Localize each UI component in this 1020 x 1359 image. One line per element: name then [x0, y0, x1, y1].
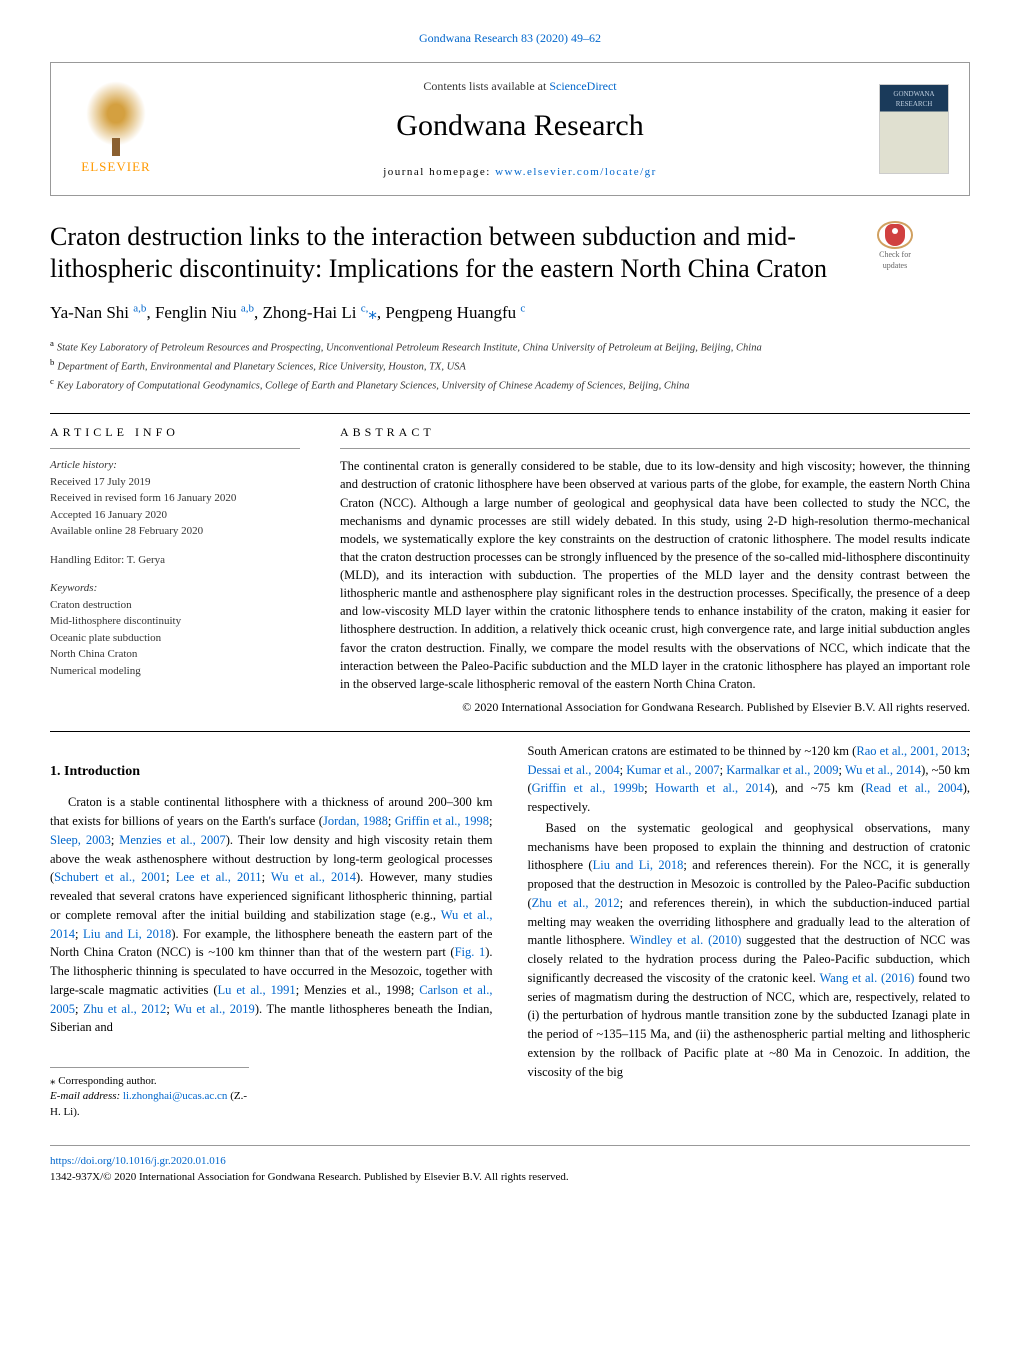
journal-title: Gondwana Research [161, 105, 879, 147]
article-history: Article history: Received 17 July 2019 R… [50, 457, 300, 540]
corresponding-star: ⁎ [368, 303, 377, 322]
affil-sup: b [50, 357, 54, 367]
author: Ya-Nan Shi [50, 303, 133, 322]
corr-label: ⁎ Corresponding author. [50, 1074, 249, 1089]
affil-text: Key Laboratory of Computational Geodynam… [57, 381, 690, 392]
abstract-column: ABSTRACT The continental craton is gener… [340, 424, 970, 716]
page-footer: https://doi.org/10.1016/j.gr.2020.01.016… [50, 1145, 970, 1185]
affil-text: State Key Laboratory of Petroleum Resour… [57, 342, 762, 353]
cover-title: GONDWANA RESEARCH [880, 85, 948, 110]
keywords-list: Craton destruction Mid-lithosphere disco… [50, 597, 300, 680]
abstract-text: The continental craton is generally cons… [340, 457, 970, 693]
history-item: Received in revised form 16 January 2020 [50, 490, 300, 507]
contents-text: Contents lists available at [423, 79, 549, 93]
author-affil-sup: a,b [133, 302, 146, 314]
updates-circle-icon [877, 221, 913, 249]
elsevier-tree-icon [86, 81, 146, 146]
intro-left-text: Craton is a stable continental lithosphe… [50, 793, 493, 1037]
issn-copyright: 1342-937X/© 2020 International Associati… [50, 1170, 970, 1185]
publisher-logo: ELSEVIER [71, 79, 161, 179]
author-affil-sup: c [520, 302, 525, 314]
journal-header: ELSEVIER Contents lists available at Sci… [50, 62, 970, 196]
article-title: Craton destruction links to the interact… [50, 221, 970, 286]
history-item: Accepted 16 January 2020 [50, 507, 300, 524]
article-info-column: ARTICLE INFO Article history: Received 1… [50, 424, 300, 716]
header-center: Contents lists available at ScienceDirec… [161, 78, 879, 180]
check-updates-badge[interactable]: Check for updates [870, 221, 920, 271]
author: , Zhong-Hai Li [254, 303, 361, 322]
journal-homepage: journal homepage: www.elsevier.com/locat… [161, 165, 879, 180]
abstract-copyright: © 2020 International Association for Gon… [340, 699, 970, 716]
body-paragraph: Craton is a stable continental lithosphe… [50, 793, 493, 1037]
homepage-link[interactable]: www.elsevier.com/locate/gr [495, 166, 657, 178]
bookmark-icon [885, 224, 905, 246]
keyword: Craton destruction [50, 597, 300, 614]
author: , Fenglin Niu [146, 303, 240, 322]
history-item: Received 17 July 2019 [50, 474, 300, 491]
section-divider [50, 413, 970, 414]
corresponding-author-note: ⁎ Corresponding author. E-mail address: … [50, 1067, 249, 1120]
journal-reference: Gondwana Research 83 (2020) 49–62 [50, 30, 970, 47]
email-link[interactable]: li.zhonghai@ucas.ac.cn [123, 1090, 228, 1102]
keywords-block: Keywords: Craton destruction Mid-lithosp… [50, 580, 300, 679]
keyword: Oceanic plate subduction [50, 630, 300, 647]
keyword: North China Craton [50, 646, 300, 663]
updates-text-1: Check for [879, 249, 911, 260]
abstract-heading: ABSTRACT [340, 424, 970, 441]
body-paragraph: South American cratons are estimated to … [528, 742, 971, 817]
author: , Pengpeng Huangfu [377, 303, 521, 322]
history-item: Available online 28 February 2020 [50, 523, 300, 540]
affiliations: aState Key Laboratory of Petroleum Resou… [50, 337, 970, 395]
homepage-label: journal homepage: [383, 166, 495, 178]
left-column: 1. Introduction Craton is a stable conti… [50, 742, 493, 1121]
contents-line: Contents lists available at ScienceDirec… [161, 78, 879, 95]
doi-link[interactable]: https://doi.org/10.1016/j.gr.2020.01.016 [50, 1155, 226, 1167]
keywords-label: Keywords: [50, 580, 300, 597]
affil-sup: a [50, 338, 54, 348]
section-heading: 1. Introduction [50, 762, 493, 782]
section-divider [50, 731, 970, 732]
right-column: South American cratons are estimated to … [528, 742, 971, 1121]
journal-cover-thumbnail: GONDWANA RESEARCH [879, 84, 949, 174]
publisher-name: ELSEVIER [81, 158, 150, 176]
thin-divider [340, 448, 970, 449]
reference-link[interactable]: Gondwana Research 83 (2020) 49–62 [419, 31, 601, 45]
sciencedirect-link[interactable]: ScienceDirect [549, 79, 616, 93]
keyword: Mid-lithosphere discontinuity [50, 613, 300, 630]
body-two-column: 1. Introduction Craton is a stable conti… [50, 742, 970, 1121]
affil-sup: c [50, 376, 54, 386]
history-label: Article history: [50, 457, 300, 474]
body-paragraph: Based on the systematic geological and g… [528, 819, 971, 1082]
article-info-heading: ARTICLE INFO [50, 424, 300, 441]
updates-text-2: updates [883, 260, 907, 271]
handling-editor: Handling Editor: T. Gerya [50, 552, 300, 569]
author-affil-sup: a,b [241, 302, 254, 314]
authors-list: Ya-Nan Shi a,b, Fenglin Niu a,b, Zhong-H… [50, 301, 970, 325]
thin-divider [50, 448, 300, 449]
affil-text: Department of Earth, Environmental and P… [57, 362, 465, 373]
info-abstract-row: ARTICLE INFO Article history: Received 1… [50, 424, 970, 716]
keyword: Numerical modeling [50, 663, 300, 680]
email-label: E-mail address: [50, 1090, 123, 1102]
intro-right-text: South American cratons are estimated to … [528, 742, 971, 1082]
